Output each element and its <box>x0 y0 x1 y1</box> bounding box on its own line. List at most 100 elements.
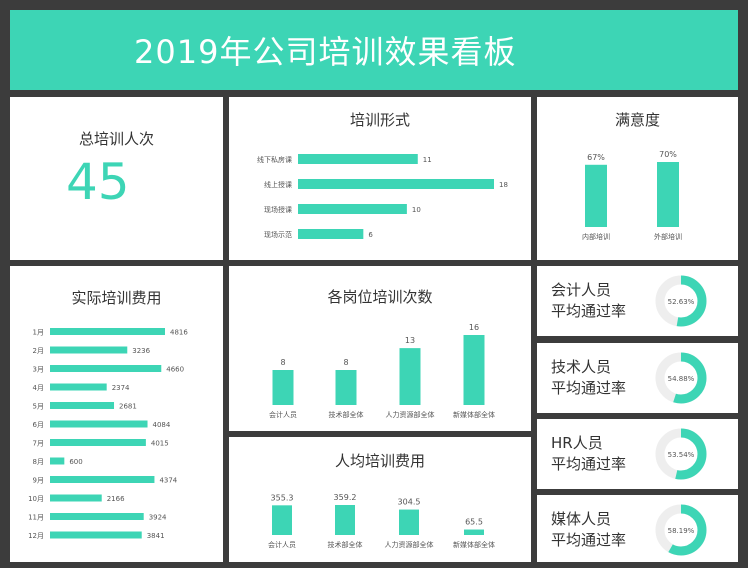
bar-category-label: 线下私房课 <box>257 155 292 164</box>
bar-value-label: 304.5 <box>398 498 421 507</box>
bar-value-label: 355.3 <box>271 493 294 502</box>
bar-category-label: 6月 <box>33 421 44 429</box>
bar <box>335 370 357 405</box>
pass-rate-title-line2: 平均通过率 <box>551 379 627 397</box>
bar-category-label: 现场授课 <box>264 205 292 214</box>
bar-category-label: 新媒体部全体 <box>453 540 495 549</box>
ring-progress <box>655 504 707 556</box>
bar-category-label: 4月 <box>33 384 44 392</box>
pass-rate-ring: 58.19% <box>655 504 707 556</box>
bar <box>272 505 292 535</box>
pass-rate-ring: 53.54% <box>655 428 707 480</box>
ring-value-label: 58.19% <box>668 527 695 535</box>
bar <box>50 457 65 465</box>
bar-value-label: 13 <box>405 336 415 345</box>
bar-category-label: 人力资源部全体 <box>385 540 434 549</box>
bar-category-label: 外部培训 <box>654 232 682 241</box>
pass-rate-title-line1: HR人员 <box>551 434 603 452</box>
bar-value-label: 2681 <box>119 403 137 411</box>
pass-rate-title-line2: 平均通过率 <box>551 455 627 473</box>
bar <box>298 229 364 239</box>
pass-rate-card-accounting: 会计人员 平均通过率 52.63% <box>537 266 738 336</box>
bar-category-label: 10月 <box>28 495 44 503</box>
per-capita-panel: 人均培训费用 355.3 会计人员 359.2 技术部全体 304.5 人力资源部全体 65… <box>229 437 531 562</box>
bar <box>335 505 355 535</box>
pass-rate-title-line1: 技术人员 <box>551 358 612 376</box>
bar-value-label: 8 <box>280 358 285 367</box>
bar <box>464 529 484 535</box>
bar-category-label: 会计人员 <box>269 410 297 419</box>
bar-value-label: 11 <box>423 156 432 164</box>
bar-value-label: 8 <box>343 358 348 367</box>
bar-value-label: 4084 <box>153 421 171 429</box>
bar-category-label: 12月 <box>28 532 44 540</box>
pass-rate-ring: 54.88% <box>655 352 707 404</box>
ring-value-label: 53.54% <box>668 451 695 459</box>
bar <box>50 346 128 354</box>
bar-value-label: 16 <box>469 323 479 332</box>
cost-chart: 1月 4816 2月 3236 3月 4660 4月 2374 5月 2681 6月 4084 7月 40… <box>28 328 188 540</box>
cost-title: 实际培训费用 <box>71 289 162 307</box>
bar <box>50 383 107 391</box>
ring-progress <box>655 275 707 327</box>
post-count-chart: 8 会计人员 8 技术部全体 13 人力资源部全体 16 新媒体部全体 <box>269 323 495 419</box>
bar-category-label: 人力资源部全体 <box>386 410 435 419</box>
bar-category-label: 1月 <box>33 329 44 337</box>
satisfaction-panel: 满意度 67% 内部培训 70% 外部培训 <box>537 97 738 260</box>
bar <box>272 370 294 405</box>
per-capita-title: 人均培训费用 <box>334 452 425 470</box>
bar <box>298 204 407 214</box>
total-training-panel: 总培训人次 45 <box>10 97 223 260</box>
bar-value-label: 4816 <box>170 329 188 337</box>
bar-category-label: 新媒体部全体 <box>453 410 495 419</box>
bar <box>50 365 162 372</box>
bar-category-label: 8月 <box>33 458 44 466</box>
training-form-panel: 培训形式 线下私房课 11 线上授课 18 现场授课 10 现场示范 6 <box>229 97 531 260</box>
bar <box>399 348 421 405</box>
bar <box>50 420 148 428</box>
per-capita-chart: 355.3 会计人员 359.2 技术部全体 304.5 人力资源部全体 65.5 新媒体部全… <box>268 493 495 549</box>
pass-rate-title-line2: 平均通过率 <box>551 531 627 549</box>
bar-category-label: 3月 <box>33 366 44 374</box>
bar-value-label: 18 <box>499 181 508 189</box>
pass-rate-card-tech: 技术人员平均通过率 54.88% <box>537 343 738 413</box>
bar-category-label: 2月 <box>33 347 44 355</box>
bar <box>50 513 144 520</box>
bar-category-label: 11月 <box>28 514 44 522</box>
bar-value-label: 4660 <box>166 366 184 374</box>
bar-value-label: 10 <box>412 206 421 214</box>
bar-value-label: 3841 <box>147 532 165 540</box>
bar <box>50 476 155 483</box>
bar-category-label: 技术部全体 <box>328 540 363 549</box>
pass-rate-title-line1: 会计人员 <box>551 281 612 299</box>
satisfaction-chart: 67% 内部培训 70% 外部培训 <box>582 150 682 241</box>
bar <box>50 439 146 446</box>
bar-category-label: 7月 <box>33 440 44 448</box>
bar-value-label: 359.2 <box>334 493 357 502</box>
post-count-panel: 各岗位培训次数 8 会计人员 8 技术部全体 13 人力资源部全体 16 新媒体部全体 <box>229 266 531 431</box>
cost-panel: 实际培训费用 1月 4816 2月 3236 3月 4660 4月 2374 5月 2681 6月 4… <box>10 266 223 562</box>
bar-category-label: 9月 <box>33 477 44 485</box>
training-form-title: 培训形式 <box>349 111 410 129</box>
bar <box>463 335 485 405</box>
bar-value-label: 3236 <box>132 347 150 355</box>
pass-rate-card-media: 媒体人员平均通过率 58.19% <box>537 495 738 562</box>
bar-value-label: 65.5 <box>465 518 483 527</box>
ring-progress <box>655 428 707 480</box>
bar <box>50 531 142 539</box>
total-training-value: 45 <box>66 153 130 211</box>
pass-rate-card-hr: HR人员平均通过率 53.54% <box>537 419 738 489</box>
pass-rate-title-line2: 平均通过率 <box>551 302 627 320</box>
training-form-chart: 线下私房课 11 线上授课 18 现场授课 10 现场示范 6 <box>257 154 508 239</box>
bar <box>298 154 418 164</box>
bar-value-label: 6 <box>368 231 373 239</box>
ring-progress <box>655 352 707 404</box>
bar-category-label: 技术部全体 <box>329 410 364 419</box>
pass-rate-title-line1: 媒体人员 <box>551 510 612 528</box>
bar-value-label: 2374 <box>112 384 130 392</box>
bar-category-label: 线上授课 <box>264 180 292 189</box>
total-training-label: 总培训人次 <box>78 130 154 148</box>
bar-category-label: 内部培训 <box>582 232 610 241</box>
bar-value-label: 2166 <box>107 495 125 503</box>
bar-value-label: 4374 <box>159 477 177 485</box>
